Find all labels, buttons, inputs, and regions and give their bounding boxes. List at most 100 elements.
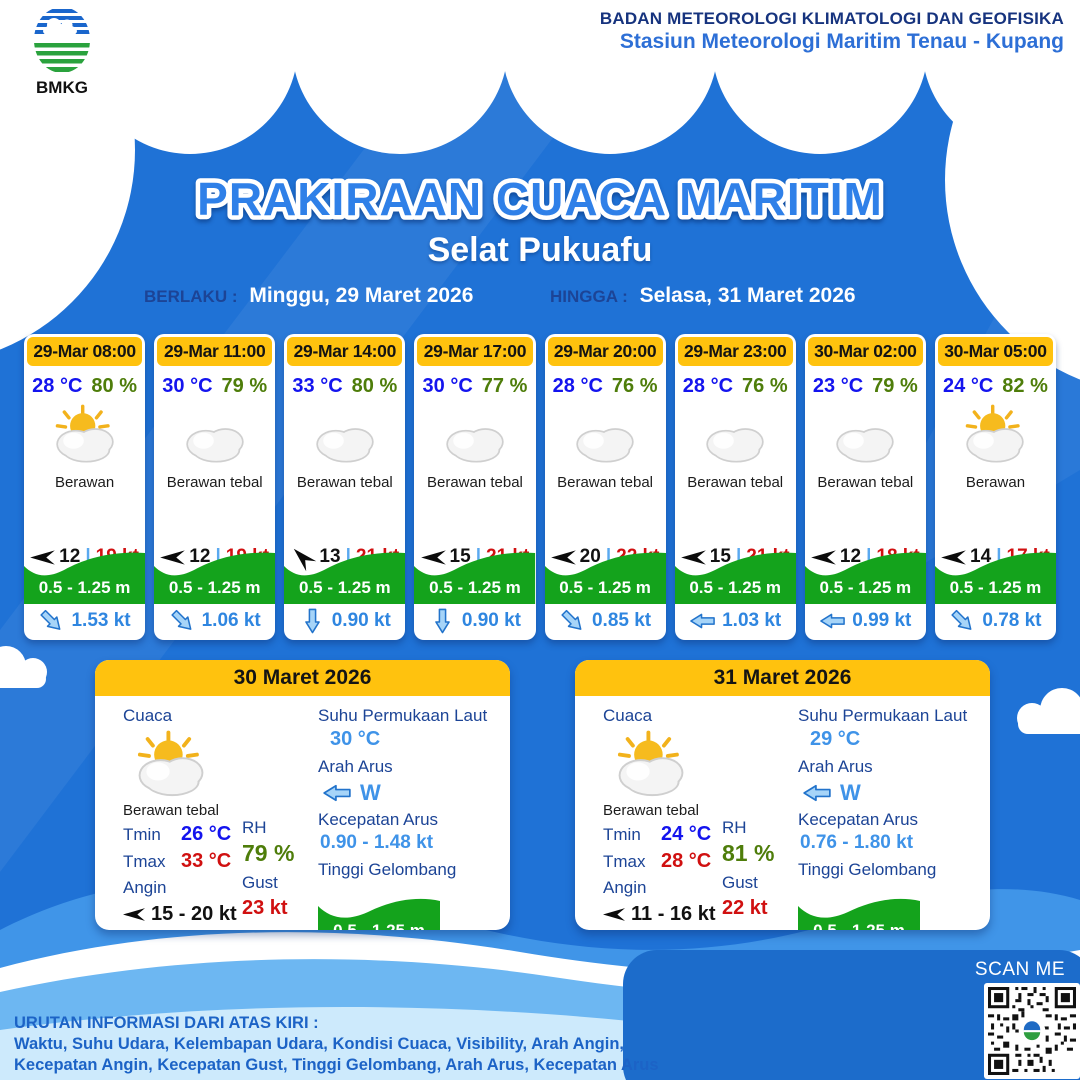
daily-weather-column: Cuaca Berawan tebal Tmin 24 °C Tmax 28 °… <box>603 706 733 926</box>
weather-icon <box>603 730 733 800</box>
wave-band: 0.5 - 1.25 m <box>284 542 406 604</box>
current-direction-icon <box>432 608 452 635</box>
current-speed: 0.90 kt <box>331 610 391 631</box>
rh-value: 81 % <box>722 840 775 866</box>
temp-humidity-row: 23 °C 79 % <box>808 375 923 398</box>
wave-height: 0.5 - 1.25 m <box>689 578 782 597</box>
tmax-row: Tmax 33 °C <box>123 850 253 873</box>
wave-band: 0.5 - 1.25 m <box>804 542 926 604</box>
hourly-card-5: 29-Mar 20:00 28 °C 76 % Berawan tebal 20… <box>544 334 666 640</box>
current-speed: 1.06 kt <box>201 610 261 631</box>
rh-label: RH <box>722 818 747 837</box>
wave-band: 0.5 - 1.25 m <box>798 886 920 930</box>
daily-sea-column: Suhu Permukaan Laut 29 °C Arah Arus W Ke… <box>798 706 978 930</box>
valid-from-value: Minggu, 29 Maret 2026 <box>249 284 474 307</box>
air-temperature: 30 °C <box>422 375 473 397</box>
bmkg-logo-art: BMKG <box>34 7 90 97</box>
wave-band: 0.5 - 1.25 m <box>544 542 666 604</box>
gust-value: 22 kt <box>722 897 768 919</box>
wind-speed: 20 <box>579 546 601 567</box>
wind-divider: | <box>475 546 482 567</box>
scan-panel: SCAN ME <box>623 950 1080 1080</box>
hourly-card-2: 29-Mar 11:00 30 °C 79 % Berawan tebal 12… <box>154 334 276 640</box>
weather-condition: Berawan <box>965 474 1026 491</box>
wave-band: 0.5 - 1.25 m <box>24 542 146 604</box>
hourly-card-8: 30-Mar 05:00 24 °C 82 % Berawan 14 | 17 … <box>934 334 1056 640</box>
valid-to-label: HINGGA : <box>550 287 628 306</box>
current-direction-value: W <box>840 780 861 805</box>
air-temperature: 30 °C <box>162 375 213 397</box>
wave-height: 0.5 - 1.25 m <box>798 921 920 930</box>
poster-title: PRAKIRAAN CUACA MARITIM <box>197 173 883 225</box>
wind-direction-icon <box>123 906 145 923</box>
qr-code-art <box>988 987 1076 1075</box>
wave-shape <box>24 552 146 604</box>
hourly-card-6: 29-Mar 23:00 28 °C 76 % Berawan tebal 15… <box>674 334 796 640</box>
current-row: 0.85 kt <box>545 604 666 638</box>
forecast-time: 30-Mar 02:00 <box>807 337 923 366</box>
air-temperature: 28 °C <box>682 375 734 397</box>
weather-condition: Berawan tebal <box>817 474 914 491</box>
weather-condition: Berawan tebal <box>557 474 654 491</box>
humidity: 77 % <box>481 375 528 397</box>
forecast-time: 29-Mar 17:00 <box>417 337 533 366</box>
daily-weather-column: Cuaca Berawan tebal Tmin 26 °C Tmax 33 °… <box>123 706 253 926</box>
current-direction-icon <box>165 604 198 637</box>
temp-humidity-row: 30 °C 77 % <box>417 375 532 398</box>
wave-shape <box>284 552 406 604</box>
wind-speed: 13 <box>319 546 341 567</box>
current-dir-label: Arah Arus <box>318 757 393 776</box>
temp-humidity-row: 28 °C 76 % <box>548 375 663 398</box>
current-speed: 0.78 kt <box>982 610 1042 631</box>
current-speed-range: 0.76 - 1.80 kt <box>800 832 914 853</box>
footer-line-1: URUTAN INFORMASI DARI ATAS KIRI : <box>14 1014 319 1032</box>
footer-legend: URUTAN INFORMASI DARI ATAS KIRI : Waktu,… <box>14 1013 659 1076</box>
temp-humidity-row: 28 °C 76 % <box>678 375 793 398</box>
angin-label: Angin <box>123 878 167 897</box>
air-temperature: 33 °C <box>292 375 343 397</box>
wind-row: 11 - 16 kt <box>603 903 733 926</box>
air-temperature: 24 °C <box>943 375 994 397</box>
wind-row: 15 - 20 kt <box>123 903 253 926</box>
wind-speed: 15 <box>449 546 471 567</box>
tmax-value: 28 °C <box>661 850 712 872</box>
wave-height: 0.5 - 1.25 m <box>318 921 440 930</box>
station-name: Stasiun Meteorologi Maritim Tenau - Kupa… <box>619 30 1064 54</box>
current-speed-label: Kecepatan Arus <box>798 810 919 829</box>
current-row: 0.90 kt <box>284 604 405 638</box>
weather-condition: Berawan <box>54 474 115 491</box>
daily-date: 30 Maret 2026 <box>95 660 510 696</box>
humidity: 80 % <box>351 375 398 397</box>
hourly-forecast-row: 29-Mar 08:00 28 °C 80 % Berawan 12 | 19 … <box>24 334 1056 640</box>
wave-height: 0.5 - 1.25 m <box>168 578 261 597</box>
sst-label: Suhu Permukaan Laut <box>798 706 968 725</box>
daily-card-1: 30 Maret 2026 Cuaca Berawan tebal Tmin 2… <box>95 660 510 930</box>
poster-title-wrap: PRAKIRAAN CUACA MARITIM <box>0 166 1080 234</box>
wave-shape <box>414 552 536 604</box>
valid-to-value: Selasa, 31 Maret 2026 <box>639 284 856 307</box>
wave-band: 0.5 - 1.25 m <box>318 886 440 930</box>
current-direction-icon <box>946 604 979 637</box>
wave-height: 0.5 - 1.25 m <box>949 578 1042 597</box>
tmax-row: Tmax 28 °C <box>603 850 733 873</box>
hourly-card-1: 29-Mar 08:00 28 °C 80 % Berawan 12 | 19 … <box>24 334 146 640</box>
wave-shape <box>798 898 920 930</box>
wave-shape <box>804 552 926 604</box>
weather-icon <box>938 402 1053 468</box>
tmin-row: Tmin 26 °C <box>123 823 253 846</box>
tmin-value: 26 °C <box>181 823 232 845</box>
humidity: 80 % <box>91 375 137 397</box>
wave-height: 0.5 - 1.25 m <box>298 578 391 597</box>
weather-condition: Berawan tebal <box>296 474 393 491</box>
wind-range: 11 - 16 kt <box>631 903 716 925</box>
footer-line-3: Kecepatan Angin, Kecepatan Gust, Tinggi … <box>14 1056 659 1074</box>
weather-condition: Berawan tebal <box>123 802 219 819</box>
wave-shape <box>318 898 440 930</box>
wind-divider: | <box>866 546 872 567</box>
daily-forecast-row: 30 Maret 2026 Cuaca Berawan tebal Tmin 2… <box>95 660 990 930</box>
rh-value: 79 % <box>242 840 295 866</box>
daily-body: Cuaca Berawan tebal Tmin 26 °C Tmax 33 °… <box>95 696 510 930</box>
current-direction-icon <box>302 608 322 635</box>
scan-me-label: SCAN ME <box>974 959 1065 980</box>
hourly-card-3: 29-Mar 14:00 33 °C 80 % Berawan tebal 13… <box>284 334 406 640</box>
